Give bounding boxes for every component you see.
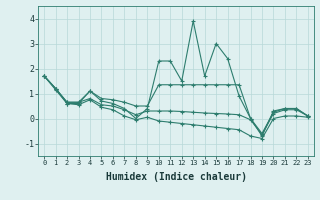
X-axis label: Humidex (Indice chaleur): Humidex (Indice chaleur) <box>106 172 246 182</box>
